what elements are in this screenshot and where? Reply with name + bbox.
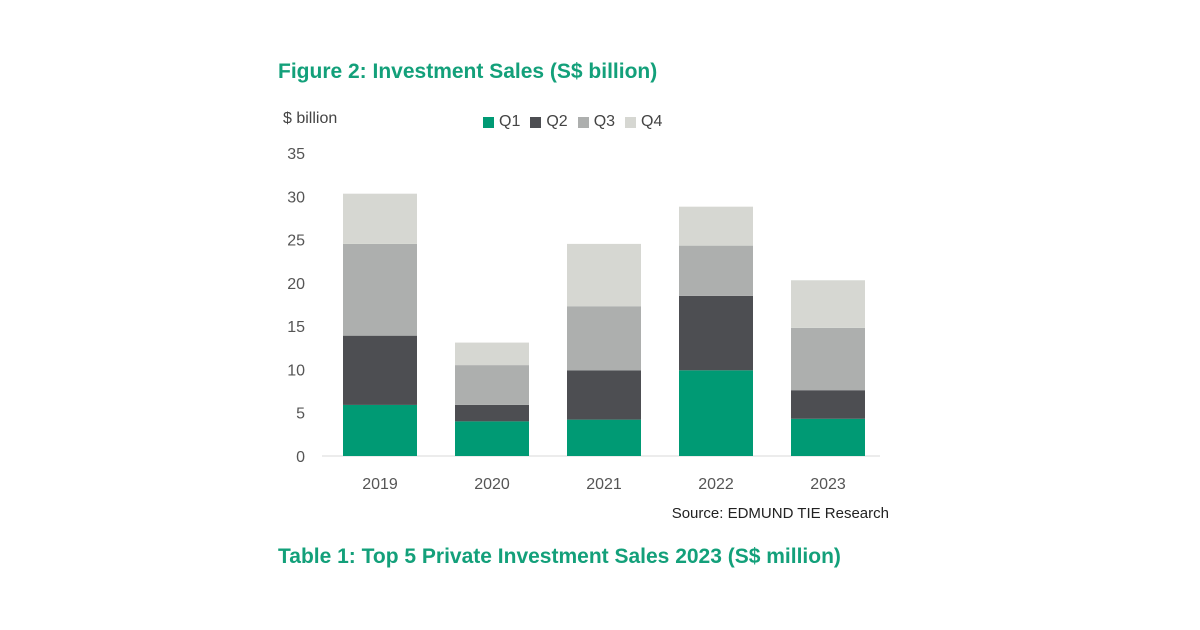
y-tick-label: 25 [287,233,305,250]
bar-2022-Q1 [679,370,753,456]
y-tick-label: 35 [287,146,305,163]
bar-2022-Q4 [679,206,753,246]
y-tick-label: 5 [296,406,305,423]
table-title: Table 1: Top 5 Private Investment Sales … [278,545,841,568]
legend-item-Q3: Q3 [577,113,616,131]
legend-swatch [483,116,494,128]
source-note: Source: EDMUND TIE Research [671,505,889,522]
bar-2020-Q1 [455,421,529,456]
legend-label: Q4 [641,113,663,130]
figure-title: Figure 2: Investment Sales (S$ billion) [278,60,658,83]
bar-2019-Q2 [343,335,417,405]
y-tick-label: 20 [287,276,305,293]
bar-2021-Q4 [567,243,641,307]
legend-swatch [577,116,589,128]
bar-2021-Q2 [567,370,641,420]
bar-2020-Q2 [455,404,529,422]
legend-label: Q2 [546,113,568,130]
bar-2019-Q3 [343,243,417,336]
legend-swatch [530,116,542,128]
bar-2019-Q1 [343,404,417,456]
legend-label: Q3 [593,113,616,130]
y-tick-label: 0 [296,449,305,466]
bar-2020-Q4 [455,342,529,366]
bar-2021-Q1 [567,419,641,456]
legend-label: Q1 [499,113,521,130]
bar-2023-Q4 [791,280,865,328]
y-tick-label: 30 [287,189,305,206]
x-tick-label: 2023 [810,476,846,493]
x-tick-label: 2020 [474,476,510,493]
y-tick-label: 10 [287,362,305,379]
bar-2023-Q1 [791,418,865,456]
bar-2023-Q3 [791,327,865,391]
bar-2021-Q3 [567,306,641,371]
bar-2020-Q3 [455,365,529,405]
legend-item-Q1: Q1 [483,113,520,131]
legend-item-Q4: Q4 [625,113,662,131]
x-tick-label: 2022 [698,476,734,493]
bar-2019-Q4 [343,193,417,244]
x-tick-label: 2021 [586,476,622,493]
bar-2023-Q2 [791,390,865,419]
bar-2022-Q2 [679,295,753,371]
legend-item-Q2: Q2 [530,113,568,131]
y-tick-label: 15 [287,319,305,336]
x-tick-label: 2019 [362,476,398,493]
bar-2022-Q3 [679,245,753,296]
y-axis-label: $ billion [283,110,338,127]
legend: Q1 Q2 Q3 Q4 [483,113,662,131]
legend-swatch [625,116,637,128]
